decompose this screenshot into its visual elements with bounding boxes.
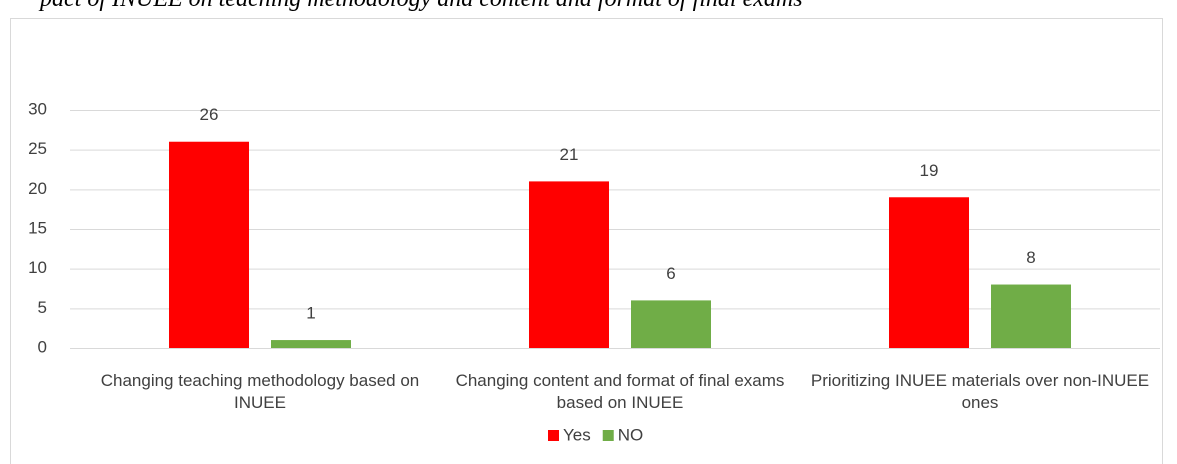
data-label: 8	[1026, 248, 1035, 267]
y-tick-label: 25	[28, 139, 47, 158]
data-label: 21	[560, 145, 579, 164]
y-tick-label: 10	[28, 258, 47, 277]
chart-border	[10, 18, 1163, 464]
legend-label: Yes	[563, 425, 591, 444]
legend-swatch	[548, 430, 559, 441]
data-label: 1	[306, 304, 315, 323]
legend-swatch	[602, 430, 614, 441]
bar	[169, 141, 249, 348]
data-label: 19	[920, 161, 939, 180]
bar	[529, 181, 609, 348]
y-tick-label: 0	[38, 337, 47, 356]
x-tick-label: Changing content and format of final exa…	[455, 371, 785, 412]
bar	[631, 300, 711, 348]
y-tick-label: 30	[28, 99, 47, 118]
bar	[889, 197, 969, 348]
bar	[991, 284, 1071, 348]
x-tick-label: Prioritizing INUEE materials over non-IN…	[810, 371, 1150, 412]
chart-title: pact of INUEE on teaching methodology an…	[40, 0, 803, 13]
y-tick-label: 20	[28, 179, 47, 198]
data-label: 26	[200, 105, 219, 124]
x-tick-label: Changing teaching methodology based on I…	[100, 371, 420, 412]
legend-label: NO	[618, 425, 644, 444]
y-tick-label: 5	[38, 298, 47, 317]
y-tick-label: 15	[28, 218, 47, 237]
data-label: 6	[666, 264, 675, 283]
bar	[271, 340, 351, 348]
